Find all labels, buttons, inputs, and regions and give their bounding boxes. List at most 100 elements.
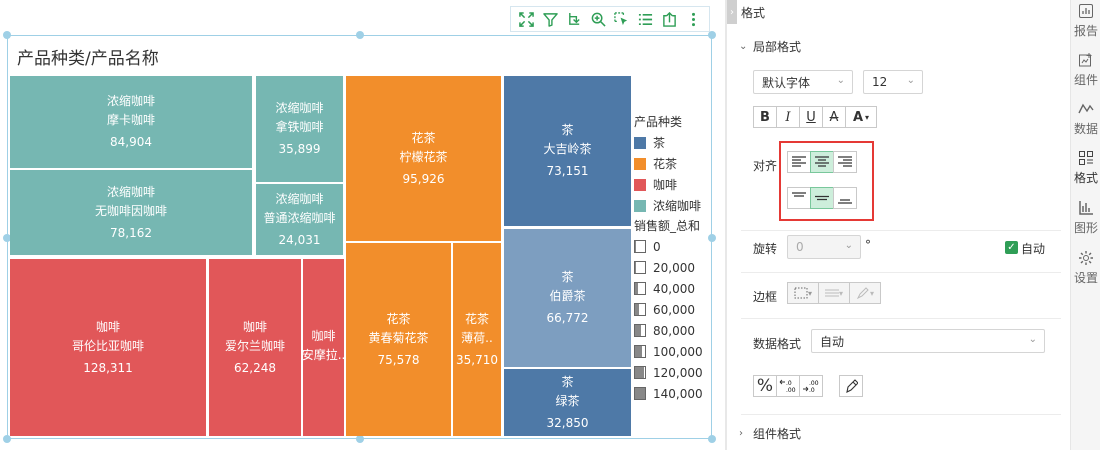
treemap-cell[interactable]: 咖啡 爱尔兰咖啡 62,248 (209, 259, 301, 436)
line-style-icon (824, 289, 839, 297)
cell-category: 咖啡 (311, 329, 336, 343)
decrease-decimal-button[interactable]: .0.00 (776, 375, 800, 397)
legend-color-item[interactable]: 咖啡 (634, 174, 724, 195)
treemap-cell[interactable]: 咖啡 安摩拉.. (303, 259, 344, 436)
sidebar-item-data[interactable]: 数据 (1071, 101, 1100, 137)
legend: 产品种类 茶花茶 咖啡 浓缩咖啡 销售额_总和 0 20,000 40,000 60,00… (634, 112, 724, 404)
auto-rotate-checkbox[interactable]: ✓ (1005, 241, 1018, 254)
resize-handle-bottom[interactable] (356, 435, 364, 443)
caret-down-icon: ▾ (865, 112, 870, 122)
drill-icon[interactable] (565, 10, 583, 28)
treemap-cell[interactable]: 花茶 柠檬花茶 95,926 (346, 76, 501, 241)
align-left-button[interactable] (787, 151, 811, 173)
increase-decimal-button[interactable]: .00.0 (799, 375, 823, 397)
cell-category: 咖啡 (95, 319, 120, 334)
strikethrough-button[interactable]: A (822, 106, 846, 128)
border-group: ▾ ▾ ▾ (787, 282, 881, 304)
bold-button[interactable]: B (753, 106, 777, 128)
svg-text:.00: .00 (809, 380, 819, 387)
legend-size-swatch (634, 366, 646, 379)
legend-size-title: 销售额_总和 (634, 219, 701, 233)
align-center-button[interactable] (810, 151, 834, 173)
treemap-cell[interactable]: 茶绿茶 32,850 (504, 369, 631, 436)
legend-size-swatch (634, 240, 646, 253)
resize-handle-top[interactable] (356, 31, 364, 39)
svg-text:.0: .0 (786, 380, 792, 387)
font-color-button[interactable]: A ▾ (845, 106, 877, 128)
resize-handle-tr[interactable] (708, 31, 716, 39)
italic-button[interactable]: I (776, 106, 800, 128)
border-style-button[interactable]: ▾ (787, 282, 819, 304)
export-icon[interactable] (660, 10, 678, 28)
rotate-select[interactable]: 0 ⌄ (787, 235, 861, 259)
treemap-cell[interactable]: 浓缩咖啡 拿铁咖啡 35,899 (256, 76, 343, 182)
legend-size-swatch (634, 324, 646, 337)
border-line-button[interactable]: ▾ (818, 282, 850, 304)
zoom-icon[interactable] (589, 10, 607, 28)
sidebar-item-settings[interactable]: 设置 (1071, 250, 1100, 286)
sidebar-item-component[interactable]: 组件 (1071, 52, 1100, 88)
treemap-cell[interactable]: 茶伯爵茶 66,772 (504, 229, 631, 367)
treemap-cell[interactable]: 花茶 薄荷.. 35,710 (453, 243, 501, 436)
caret-down-icon: ▾ (869, 288, 874, 298)
legend-color-item[interactable]: 茶 (634, 132, 724, 153)
filter-icon[interactable] (542, 10, 560, 28)
text-style-group: B I U A A ▾ (753, 106, 877, 128)
number-format-select[interactable]: 自动 ⌄ (811, 329, 1045, 353)
align-bottom-button[interactable] (833, 187, 857, 209)
treemap-cell[interactable]: 浓缩咖啡 摩卡咖啡 84,904 (10, 76, 252, 168)
underline-button[interactable]: U (799, 106, 823, 128)
align-middle-button[interactable] (810, 187, 834, 209)
format-icon (1079, 151, 1093, 165)
report-icon (1079, 4, 1093, 18)
cell-category: 茶 (561, 123, 574, 137)
sidebar-item-report[interactable]: 报告 (1071, 3, 1100, 39)
cell-value: 35,710 (456, 352, 498, 367)
treemap-cell[interactable]: 茶大吉岭茶 73,151 (504, 76, 631, 226)
cell-category: 花茶 (411, 130, 436, 145)
clear-format-button[interactable] (839, 375, 863, 397)
cell-value: 24,031 (278, 232, 321, 247)
panel-splitter[interactable] (725, 0, 727, 450)
border-color-button[interactable]: ▾ (849, 282, 881, 304)
resize-handle-br[interactable] (708, 435, 716, 443)
component-format-title: 组件格式 (753, 427, 802, 441)
divider (741, 272, 1061, 273)
legend-size-swatch (634, 345, 646, 358)
fullscreen-icon[interactable] (518, 10, 536, 28)
treemap-cell[interactable]: 浓缩咖啡 无咖啡因咖啡 78,162 (10, 170, 252, 255)
align-right-button[interactable] (833, 151, 857, 173)
sidebar-item-shape[interactable]: 图形 (1071, 200, 1100, 236)
sidebar-item-format[interactable]: 格式 (1071, 150, 1100, 186)
percent-button[interactable]: % (753, 375, 777, 397)
font-family-select[interactable]: 默认字体 ⌄ (753, 70, 853, 94)
svg-text:.0: .0 (809, 387, 815, 394)
resize-handle-left[interactable] (3, 234, 11, 242)
component-icon (1079, 53, 1092, 67)
treemap-cell[interactable]: 花茶 黄春菊花茶 75,578 (346, 243, 451, 436)
legend-color-item[interactable]: 花茶 (634, 153, 724, 174)
panel-collapse-icon[interactable]: › (727, 0, 737, 24)
cell-value: 32,850 (546, 415, 589, 430)
treemap-cell[interactable]: 浓缩咖啡 普通浓缩咖啡 24,031 (256, 184, 343, 255)
font-size-value: 12 (872, 75, 888, 89)
select-icon[interactable] (613, 10, 631, 28)
component-format-section[interactable]: › 组件格式 (739, 425, 801, 442)
local-format-section[interactable]: ⌄ 局部格式 (739, 38, 801, 55)
resize-handle-bl[interactable] (3, 435, 11, 443)
align-label: 对齐 (753, 159, 778, 173)
treemap-cell[interactable]: 咖啡 哥伦比亚咖啡 128,311 (10, 259, 206, 436)
resize-handle-right[interactable] (708, 234, 716, 242)
list-icon[interactable] (637, 10, 655, 28)
font-size-select[interactable]: 12 ⌄ (863, 70, 923, 94)
legend-label: 咖啡 (653, 178, 678, 192)
legend-size-swatch (634, 282, 646, 295)
cell-category: 浓缩咖啡 (275, 101, 324, 115)
cell-value: 62,248 (234, 360, 276, 375)
more-icon[interactable] (684, 10, 702, 28)
cell-value: 78,162 (110, 225, 152, 240)
rotate-label: 旋转 (753, 242, 778, 256)
resize-handle-tl[interactable] (3, 31, 11, 39)
legend-color-item[interactable]: 浓缩咖啡 (634, 195, 724, 216)
legend-color-title: 产品种类 (634, 115, 683, 129)
